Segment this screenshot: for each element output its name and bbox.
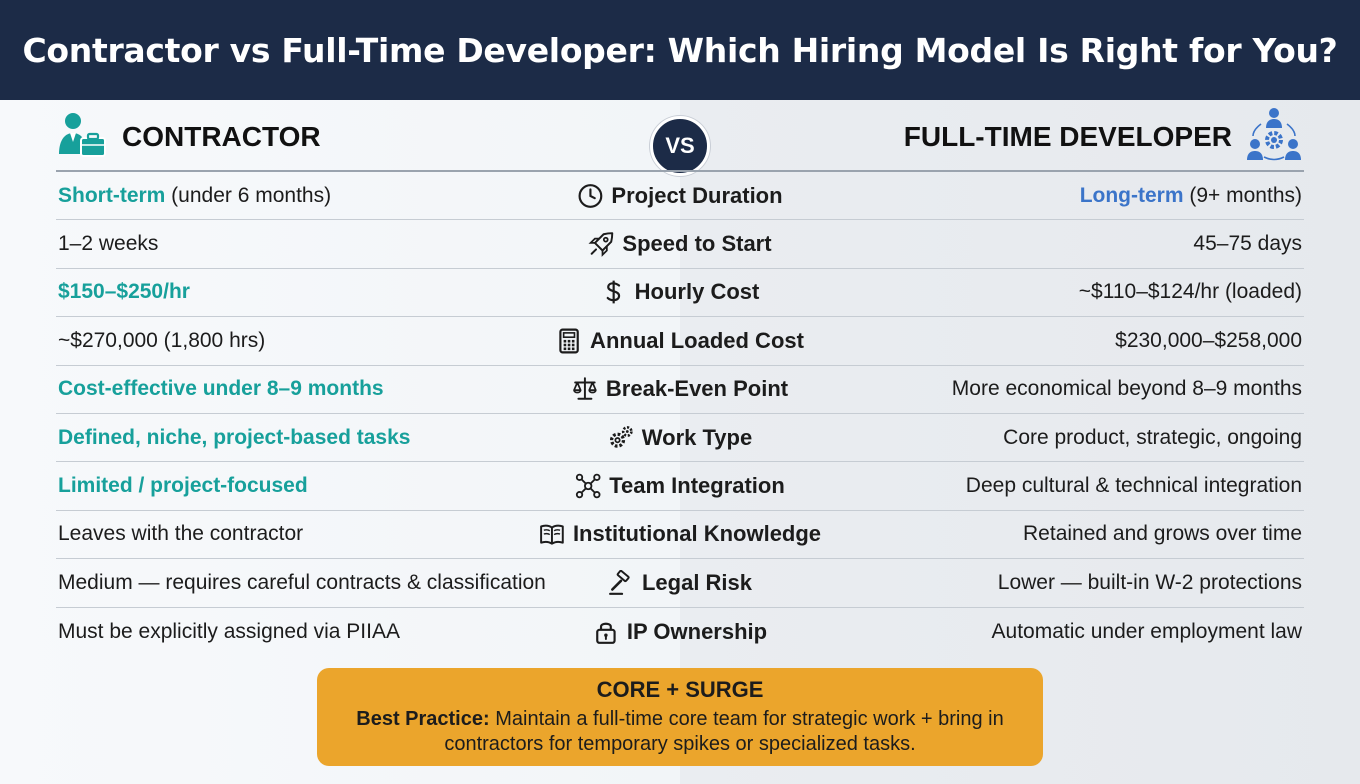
value-text: (under 6 months) xyxy=(165,183,332,207)
highlight-text: Defined, niche, project-based tasks xyxy=(58,425,411,449)
table-row: 1–2 weeks Speed to Start 45–75 days xyxy=(56,220,1304,269)
value-text: Leaves with the contractor xyxy=(58,522,304,546)
table-row: Must be explicitly assigned via PIIAA IP … xyxy=(56,608,1304,656)
fulltime-value: ~$110–$124/hr (loaded) xyxy=(1079,280,1302,304)
contractor-header: CONTRACTOR xyxy=(56,104,335,170)
fulltime-value: Retained and grows over time xyxy=(1023,522,1302,546)
contractor-value: Limited / project-focused xyxy=(58,474,308,498)
vs-badge: VS xyxy=(650,116,710,176)
criterion-label: Annual Loaded Cost xyxy=(590,327,804,353)
table-row: Defined, niche, project-based tasks Work … xyxy=(56,414,1304,463)
fulltime-value: Lower — built-in W-2 protections xyxy=(998,571,1302,595)
row-criterion: Work Type xyxy=(608,425,752,451)
fulltime-header-label: FULL-TIME DEVELOPER xyxy=(903,121,1232,152)
contractor-value: Short-term (under 6 months) xyxy=(58,184,331,208)
value-text: ~$110–$124/hr (loaded) xyxy=(1078,280,1302,304)
highlight-text: Limited / project-focused xyxy=(58,474,308,498)
contractor-value: 1–2 weeks xyxy=(58,232,158,256)
title-bar: Contractor vs Full-Time Developer: Which… xyxy=(0,0,1360,100)
value-text: Must be explicitly assigned via PIIAA xyxy=(58,619,400,643)
callout-title: CORE + SURGE xyxy=(596,677,764,702)
criterion-label: Team Integration xyxy=(609,473,785,499)
criterion-label: Work Type xyxy=(641,424,753,450)
table-row: Leaves with the contractor Institutional … xyxy=(56,511,1304,560)
page-title: Contractor vs Full-Time Developer: Which… xyxy=(22,30,1338,70)
value-text: $230,000–$258,000 xyxy=(1115,328,1302,352)
table-row: Cost-effective under 8–9 months Break-Eve… xyxy=(56,366,1304,414)
fulltime-value: Deep cultural & technical integration xyxy=(966,474,1302,498)
highlight-text: $150–$250/hr xyxy=(58,280,190,304)
row-criterion: Project Duration xyxy=(577,182,783,209)
row-criterion: Break-Even Point xyxy=(572,376,788,402)
contractor-value: ~$270,000 (1,800 hrs) xyxy=(58,329,265,353)
table-row: ~$270,000 (1,800 hrs) Annual Loaded Cost $… xyxy=(56,317,1304,366)
row-criterion: Legal Risk xyxy=(608,569,753,596)
value-text: Retained and grows over time xyxy=(1023,522,1302,546)
value-text: Medium — requires careful contracts & cl… xyxy=(58,570,546,594)
criterion-label: Speed to Start xyxy=(622,231,772,257)
callout-lead: Best Practice: xyxy=(356,708,490,730)
scales-icon xyxy=(572,376,606,402)
row-criterion: IP Ownership xyxy=(593,619,767,645)
fulltime-value: Long-term (9+ months) xyxy=(1080,184,1302,208)
contractor-value: Must be explicitly assigned via PIIAA xyxy=(58,620,400,644)
book-icon xyxy=(539,521,573,547)
team-gear-icon xyxy=(1244,104,1304,171)
contractor-value: Cost-effective under 8–9 months xyxy=(58,377,384,401)
fulltime-value: Automatic under employment law xyxy=(992,620,1302,644)
comparison-table: Short-term (under 6 months) Project Durat… xyxy=(56,172,1304,656)
fulltime-value: 45–75 days xyxy=(1193,232,1302,256)
contractor-value: $150–$250/hr xyxy=(58,280,190,304)
value-text: 45–75 days xyxy=(1193,232,1302,256)
fulltime-value: Core product, strategic, ongoing xyxy=(1003,426,1302,450)
rocket-icon xyxy=(588,231,622,258)
criterion-label: Institutional Knowledge xyxy=(572,521,822,547)
highlight-text: Long-term xyxy=(1079,183,1184,207)
value-text: Automatic under employment law xyxy=(991,619,1302,643)
table-row: Limited / project-focused Team Integratio… xyxy=(56,462,1304,511)
value-text: Lower — built-in W-2 protections xyxy=(997,570,1302,594)
contractor-value: Defined, niche, project-based tasks xyxy=(58,426,410,450)
value-text: More economical beyond 8–9 months xyxy=(951,377,1302,401)
criterion-label: Project Duration xyxy=(611,182,783,208)
callout-body: Best Practice: Maintain a full-time core… xyxy=(335,707,1025,757)
dollar-icon xyxy=(601,279,635,305)
highlight-text: Short-term xyxy=(58,183,166,207)
row-criterion: Institutional Knowledge xyxy=(539,521,821,547)
calculator-icon xyxy=(556,328,590,354)
row-criterion: Speed to Start xyxy=(588,231,772,258)
value-text: Core product, strategic, ongoing xyxy=(1003,425,1302,449)
contractor-value: Medium — requires careful contracts & cl… xyxy=(58,571,546,595)
network-icon xyxy=(575,473,609,499)
table-row: $150–$250/hr Hourly Cost ~$110–$124/hr (lo… xyxy=(56,269,1304,318)
criterion-label: Break-Even Point xyxy=(605,376,789,402)
value-text: (9+ months) xyxy=(1183,183,1302,207)
value-text: 1–2 weeks xyxy=(58,232,159,256)
fulltime-header: FULL-TIME DEVELOPER xyxy=(890,104,1304,170)
contractor-header-label: CONTRACTOR xyxy=(122,121,321,152)
row-criterion: Hourly Cost xyxy=(601,279,760,305)
highlight-text: Cost-effective under 8–9 months xyxy=(58,377,384,401)
contractor-value: Leaves with the contractor xyxy=(58,522,303,546)
lock-icon xyxy=(593,619,627,645)
fulltime-value: $230,000–$258,000 xyxy=(1115,329,1302,353)
clock-icon xyxy=(577,183,611,209)
value-text: Deep cultural & technical integration xyxy=(965,474,1302,498)
fulltime-value: More economical beyond 8–9 months xyxy=(952,377,1302,401)
core-surge-callout: CORE + SURGE Best Practice: Maintain a f… xyxy=(317,668,1043,766)
table-row: Short-term (under 6 months) Project Durat… xyxy=(56,172,1304,221)
callout-text: Maintain a full-time core team for strat… xyxy=(444,708,1004,755)
value-text: ~$270,000 (1,800 hrs) xyxy=(58,328,266,352)
criterion-label: Hourly Cost xyxy=(634,279,760,305)
criterion-label: Legal Risk xyxy=(641,569,753,595)
row-criterion: Annual Loaded Cost xyxy=(556,328,804,354)
criterion-label: IP Ownership xyxy=(626,618,768,644)
header-divider xyxy=(56,170,1304,172)
contractor-person-icon xyxy=(56,108,108,167)
row-criterion: Team Integration xyxy=(575,473,785,499)
gears-icon xyxy=(608,425,642,451)
gavel-icon xyxy=(608,569,642,596)
table-row: Medium — requires careful contracts & cl… xyxy=(56,559,1304,608)
